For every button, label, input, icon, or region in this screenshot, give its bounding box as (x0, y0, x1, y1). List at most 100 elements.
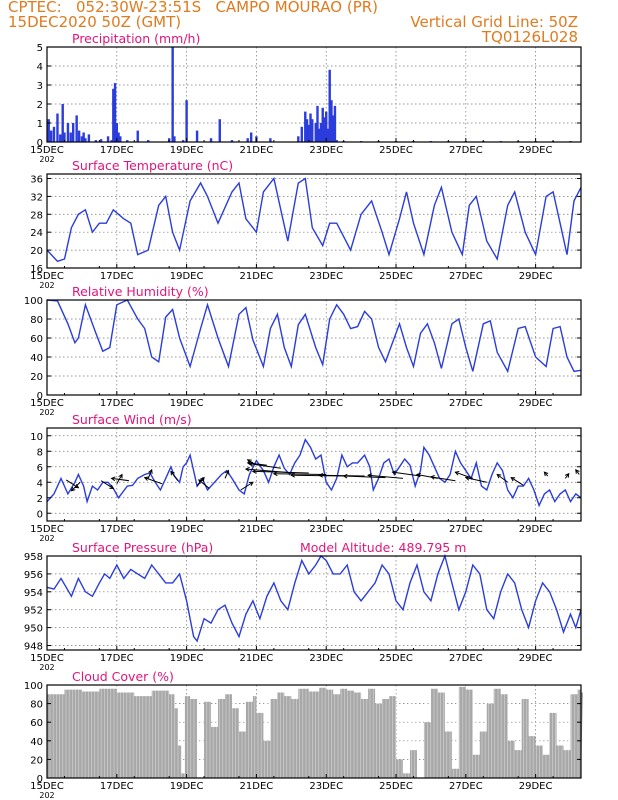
precip-bar (115, 123, 119, 142)
wind-frame (46, 427, 582, 522)
cloud-ytick-label: 0 (37, 774, 43, 785)
temp-line (46, 176, 582, 263)
cloud-xtick-label: 29DEC (519, 781, 553, 792)
cloud-area (47, 686, 583, 778)
precip-bar (117, 132, 120, 142)
pres-ytick-label: 952 (24, 606, 43, 617)
precip-bar (66, 123, 70, 142)
wind-ytick-label: 0 (37, 509, 43, 520)
temp-ytick-label: 36 (30, 174, 43, 185)
rh-xtick-label: 21DEC (240, 398, 274, 409)
wind-arrow (392, 471, 421, 477)
precip-bar (110, 140, 113, 142)
cloud-xtick-label: 23DEC (309, 781, 343, 792)
wind-arrow-head (415, 472, 421, 478)
date-header: 15DEC2020 50Z (GMT) (8, 13, 182, 31)
cloud-ytick-label: 20 (30, 755, 43, 766)
cloud-year-label: 202 (39, 791, 54, 800)
cloud-xtick-label: 21DEC (240, 781, 274, 792)
precip-bar (171, 47, 174, 142)
rh-line (46, 299, 582, 374)
cloud-xtick-label: 27DEC (449, 781, 483, 792)
rh-ytick-label: 100 (24, 296, 43, 307)
wind-xtick-label: 15DEC (30, 524, 64, 535)
wind-xtick-label: 29DEC (519, 524, 553, 535)
temp-ytick-label: 20 (30, 246, 43, 257)
precip-xtick-label: 15DEC (30, 145, 64, 156)
wind-arrow (147, 469, 153, 479)
temp-panel (46, 173, 582, 269)
precip-bar (246, 138, 249, 142)
pres-xtick-label: 25DEC (379, 653, 413, 664)
wind-arrow (496, 474, 509, 483)
precip-bar (331, 115, 335, 142)
precip-bar (328, 69, 331, 142)
pres-frame (46, 555, 582, 651)
wind-arrow (343, 475, 386, 479)
precip-bar (325, 111, 328, 142)
wind-xtick-label: 21DEC (240, 524, 274, 535)
wind-arrow-head (244, 466, 250, 472)
rh-ytick-label: 60 (30, 334, 43, 345)
precip-frame (46, 46, 582, 143)
wind-arrow-head (251, 469, 257, 474)
pres-ytick-label: 956 (24, 570, 43, 581)
temp-xtick-label: 21DEC (240, 271, 274, 282)
precip-panel (46, 46, 582, 143)
wind-year-label: 202 (39, 534, 54, 543)
precip-bar (119, 136, 122, 142)
precip-bar (330, 100, 333, 142)
precip-bar (147, 140, 150, 142)
cloud-ytick-label: 100 (24, 681, 43, 692)
pres-xtick-label: 29DEC (519, 653, 553, 664)
precip-xtick-label: 19DEC (170, 145, 204, 156)
wind-ytick-label: 6 (37, 463, 43, 474)
wind-xtick-label: 17DEC (100, 524, 134, 535)
rh-xtick-label: 17DEC (100, 398, 134, 409)
wind-arrow (240, 481, 254, 491)
precip-bar (59, 134, 62, 142)
pres-panel (46, 553, 582, 651)
rh-title: Relative Humidity (%) (72, 284, 209, 299)
precip-bar (94, 140, 98, 142)
temp-xtick-label: 17DEC (100, 271, 134, 282)
cloud-ytick-label: 60 (30, 718, 43, 729)
precip-ytick-label: 3 (37, 81, 43, 92)
model-id: TQ0126L028 (481, 28, 578, 46)
precip-bar (61, 104, 64, 142)
wind-arrow-head (318, 472, 324, 478)
wind-arrow (465, 477, 487, 483)
precip-bar (316, 105, 319, 142)
precip-bar (82, 132, 85, 142)
precip-bar (195, 130, 199, 142)
precip-bar (77, 130, 81, 142)
pres-xtick-label: 21DEC (240, 653, 274, 664)
pres-line (46, 553, 582, 643)
temp-xtick-label: 25DEC (379, 271, 413, 282)
precip-bar (300, 126, 303, 142)
temp-title: Surface Temperature (nC) (72, 158, 233, 173)
precip-bar (333, 105, 337, 142)
precip-bar (75, 115, 78, 142)
pres-extra-label: Model Altitude: 489.795 m (300, 540, 466, 555)
precip-ytick-label: 0 (37, 138, 43, 149)
pres-title: Surface Pressure (hPa) (72, 540, 213, 555)
wind-arrow-head (70, 486, 76, 492)
temp-ytick-label: 32 (30, 192, 43, 203)
wind-arrow-head (290, 472, 296, 478)
wind-arrow-head (272, 471, 278, 477)
precip-bar (249, 132, 253, 142)
pres-year-label: 202 (39, 663, 54, 672)
precip-bar (307, 124, 310, 142)
wind-arrow-head (510, 477, 516, 482)
wind-arrow (455, 471, 473, 479)
rh-xtick-label: 15DEC (30, 398, 64, 409)
wind-arrow-head (118, 473, 123, 479)
precip-bar (80, 136, 84, 142)
wind-ytick-label: 4 (37, 478, 43, 489)
wind-arrow-head (464, 476, 470, 481)
precip-bar (56, 113, 59, 142)
precip-bar (318, 128, 321, 142)
precip-xtick-label: 27DEC (449, 145, 483, 156)
pres-xtick-label: 15DEC (30, 653, 64, 664)
